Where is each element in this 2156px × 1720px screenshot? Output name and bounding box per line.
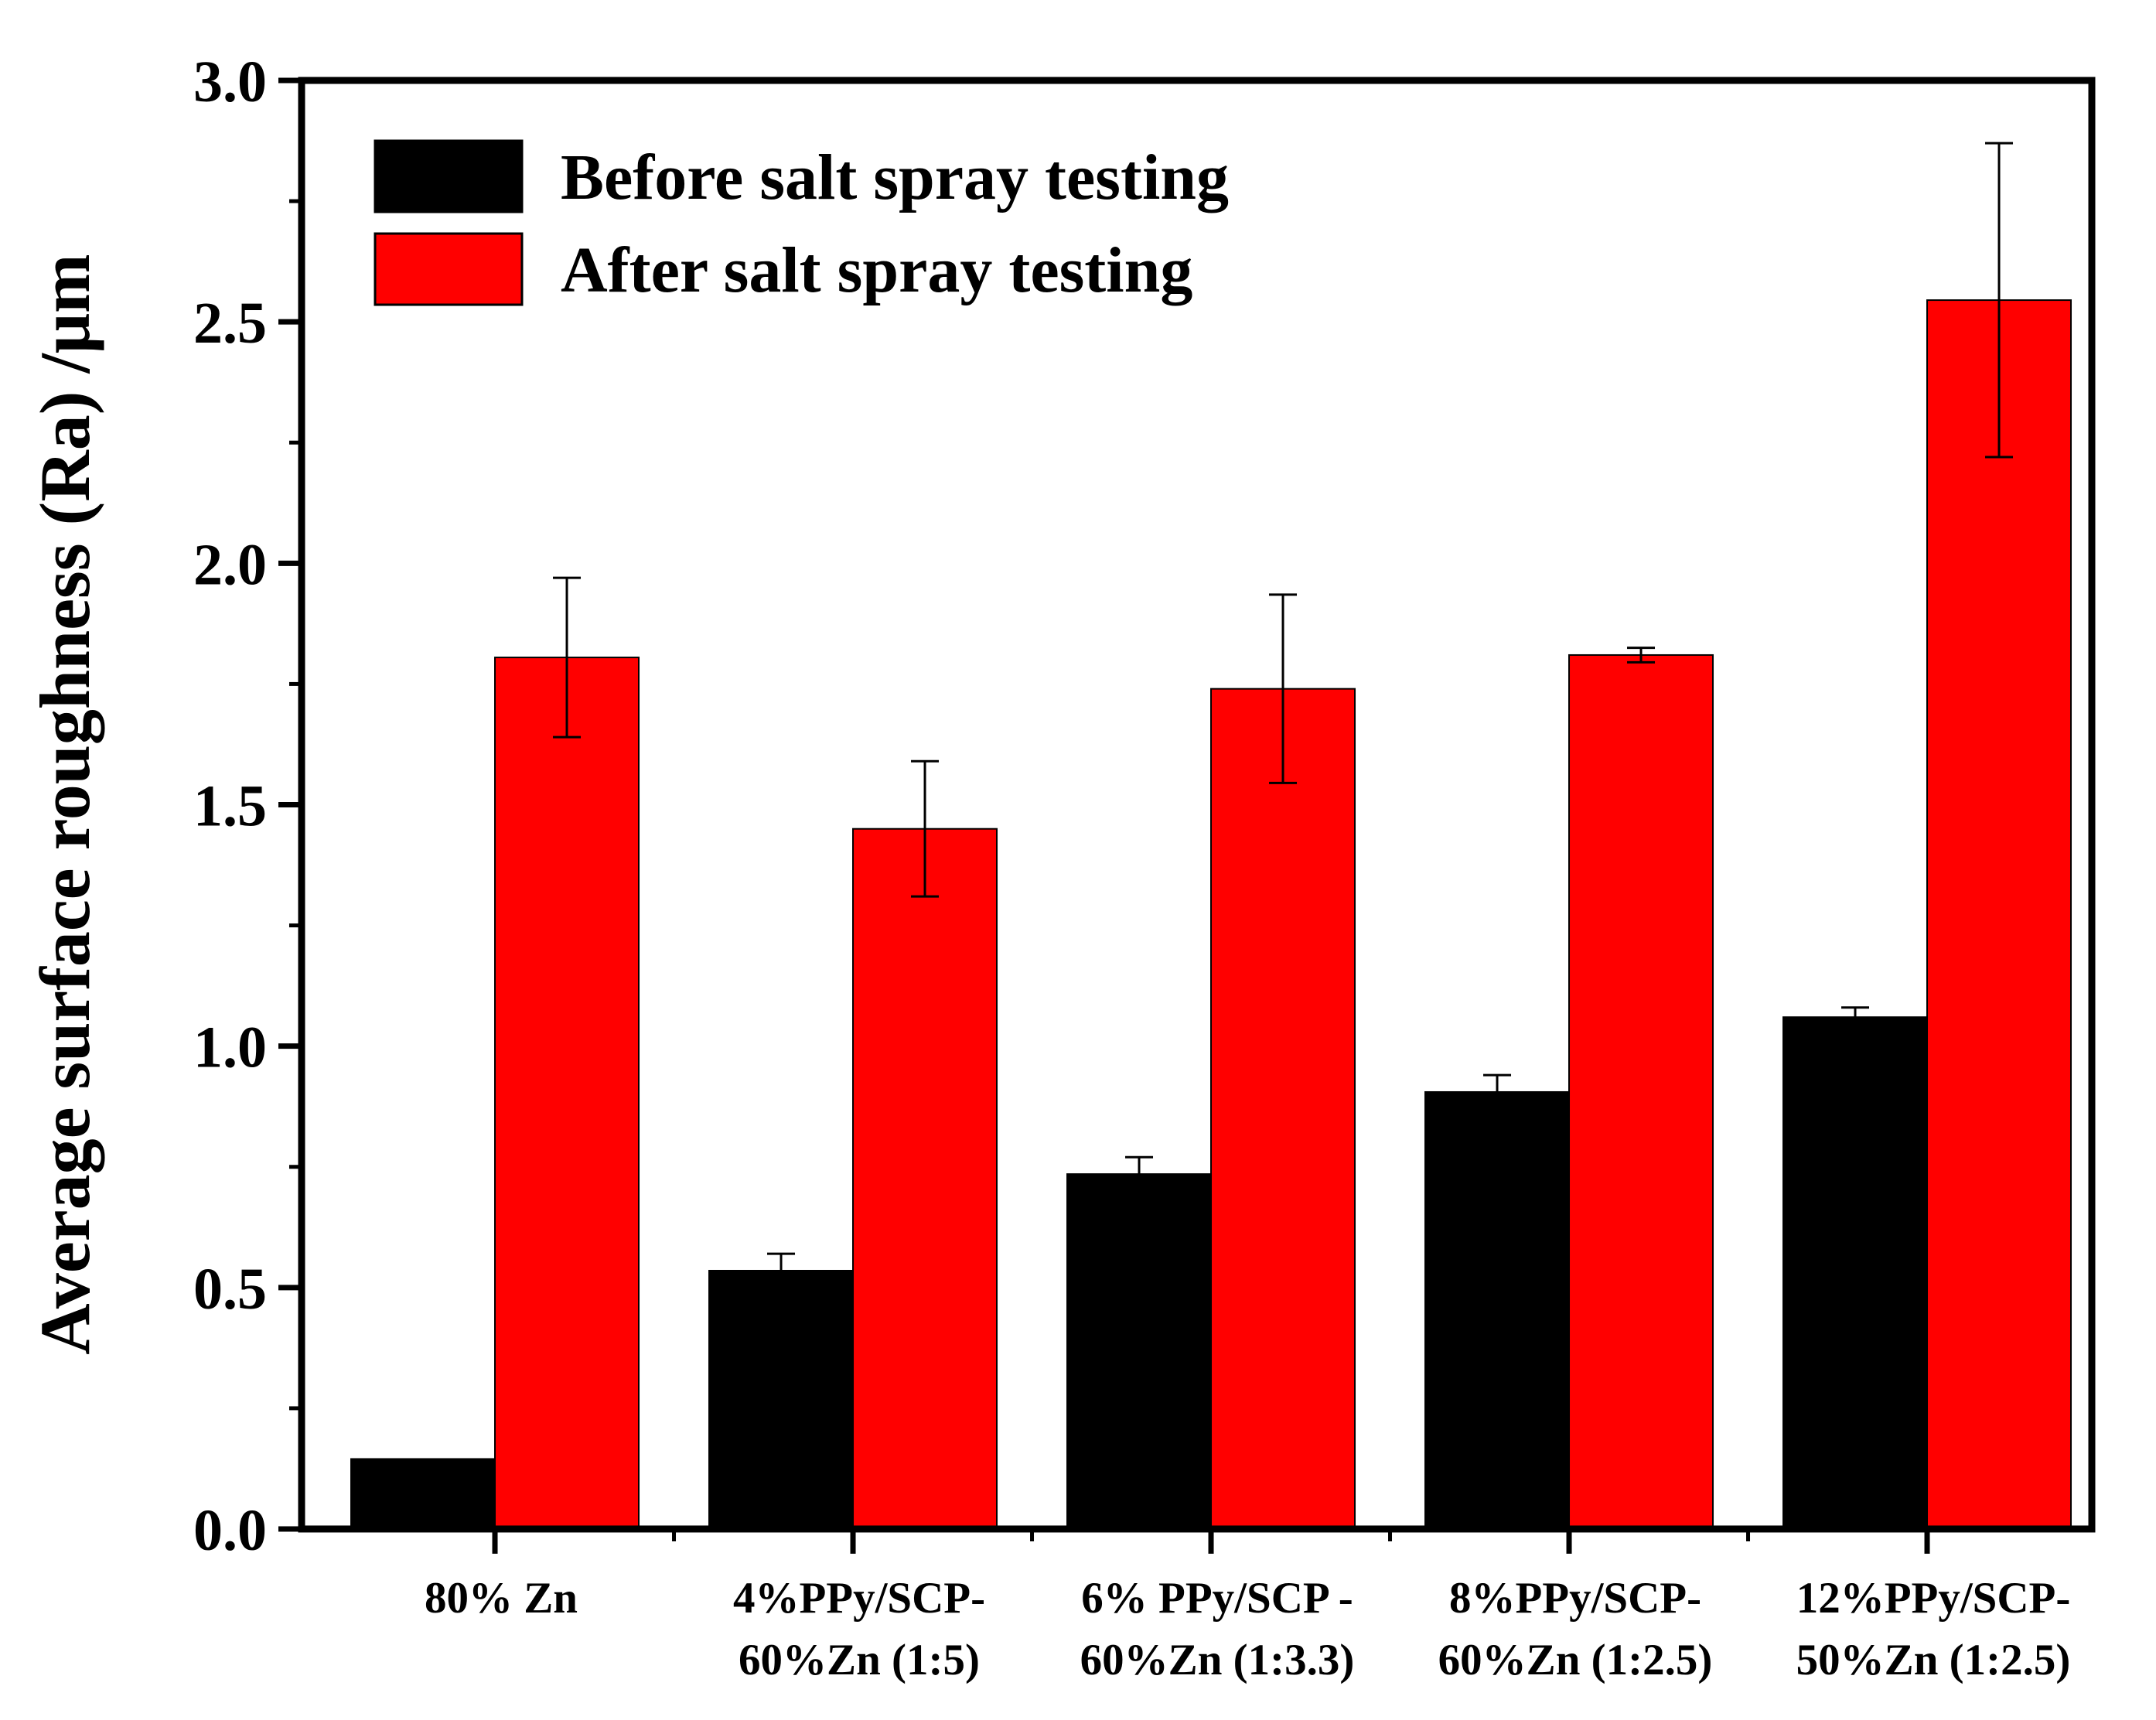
legend-label-after: After salt spray testing <box>561 234 1192 306</box>
x-category-label: 50%Zn (1:2.5) <box>1796 1636 2071 1684</box>
bar-before-3 <box>1424 1090 1571 1531</box>
error-bar-before-1 <box>767 1252 796 1289</box>
error-bar-before-2 <box>1125 1155 1154 1193</box>
y-tick-label: 0.5 <box>193 1257 267 1322</box>
bar-before-4 <box>1782 1016 1929 1530</box>
bar-after-3 <box>1568 654 1714 1530</box>
y-tick-label: 2.0 <box>193 532 267 597</box>
x-category-label: 8%PPy/SCP- <box>1449 1574 1701 1623</box>
bar-before-1 <box>708 1269 855 1531</box>
bar-after-1 <box>852 828 998 1530</box>
x-category-label: 12%PPy/SCP- <box>1796 1574 2071 1623</box>
bar-after-2 <box>1210 688 1356 1530</box>
plot-area <box>350 142 2072 1531</box>
x-category-label: 60%Zn (1:2.5) <box>1438 1636 1713 1684</box>
bar-before-2 <box>1066 1173 1213 1530</box>
x-category-label: 4%PPy/SCP- <box>733 1574 985 1623</box>
bar-after-0 <box>494 657 640 1530</box>
error-bar-before-3 <box>1483 1073 1512 1111</box>
legend-swatch-after <box>374 232 524 306</box>
error-bar-before-4 <box>1841 1006 1870 1029</box>
x-category-label: 6% PPy/SCP - <box>1081 1574 1353 1623</box>
y-tick-label: 1.0 <box>193 1015 267 1080</box>
bar-after-4 <box>1926 299 2072 1530</box>
bar-before-0 <box>350 1458 496 1531</box>
error-bar-after-0 <box>553 576 582 739</box>
legend: Before salt spray testing After salt spra… <box>374 139 1229 306</box>
y-tick-label: 3.0 <box>193 49 267 114</box>
error-bar-after-1 <box>911 759 940 898</box>
y-tick-label: 0.0 <box>193 1498 267 1563</box>
y-axis-title: Average surface roughness (Ra) /μm <box>26 254 104 1354</box>
error-bar-after-4 <box>1985 142 2014 459</box>
legend-swatch-before <box>374 139 524 213</box>
y-tick-label: 2.5 <box>193 291 267 356</box>
error-bar-after-3 <box>1627 647 1656 664</box>
axes: 0.0 0.5 1.0 1.5 2.0 2.5 3.0 80% Zn 4%PPy/SCP- 60%… <box>193 49 2070 1684</box>
error-bar-after-2 <box>1269 593 1298 784</box>
x-category-label: 80% Zn <box>425 1574 578 1623</box>
legend-label-before: Before salt spray testing <box>561 142 1229 213</box>
x-category-label: 60%Zn (1:5) <box>739 1636 980 1684</box>
y-tick-label: 1.5 <box>193 774 267 839</box>
x-category-label: 60%Zn (1:3.3) <box>1080 1636 1355 1684</box>
